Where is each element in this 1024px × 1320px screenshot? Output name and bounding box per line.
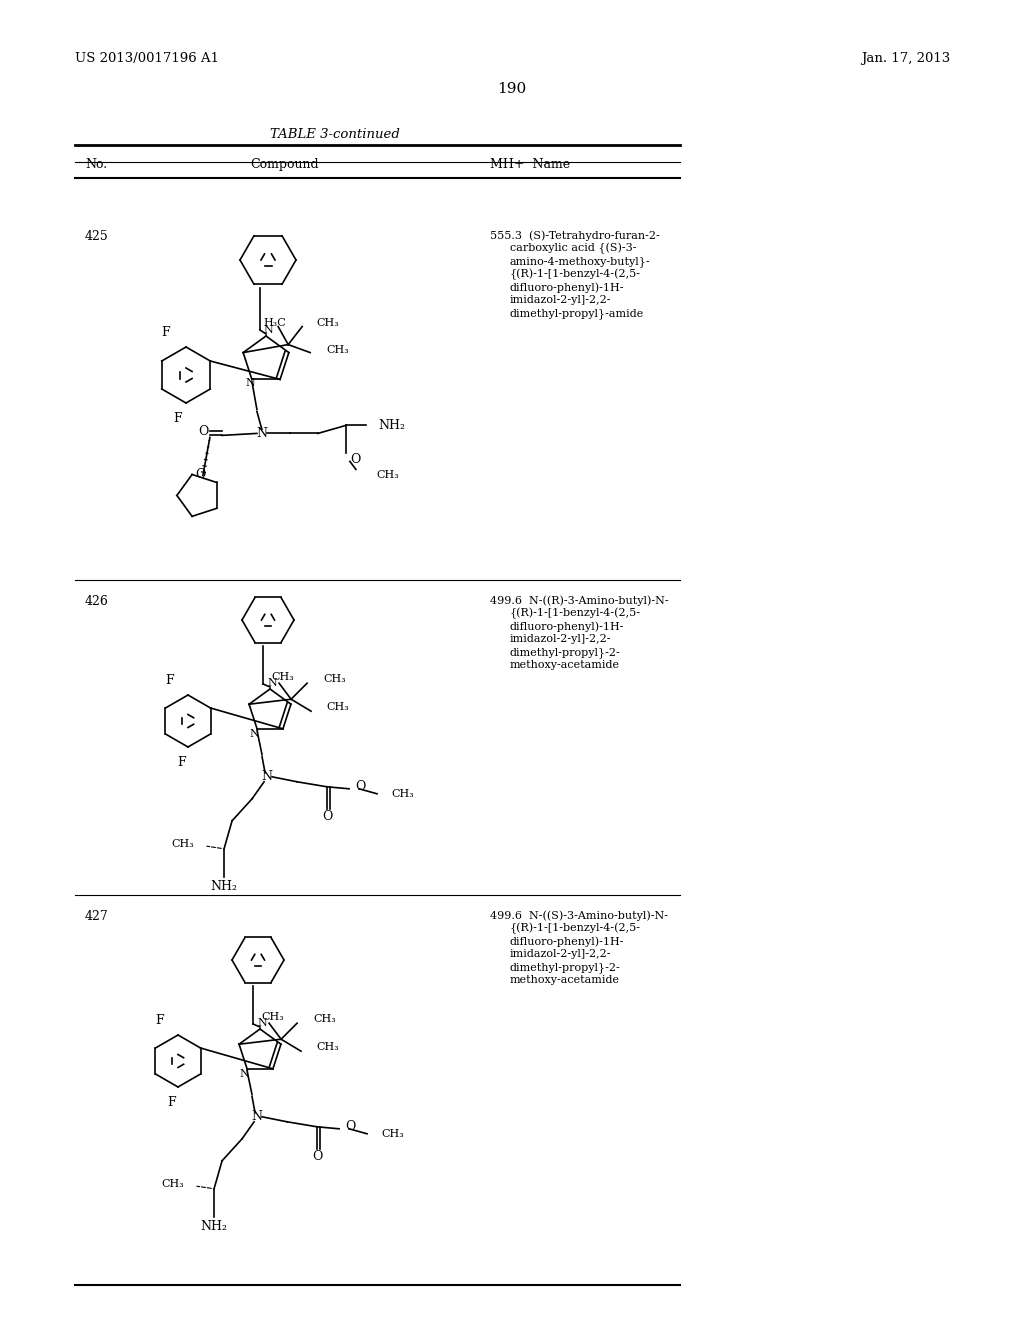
Text: N: N xyxy=(257,1018,267,1028)
Text: imidazol-2-yl]-2,2-: imidazol-2-yl]-2,2- xyxy=(510,949,611,960)
Text: imidazol-2-yl]-2,2-: imidazol-2-yl]-2,2- xyxy=(510,634,611,644)
Text: Compound: Compound xyxy=(251,158,319,172)
Text: difluoro-phenyl)-1H-: difluoro-phenyl)-1H- xyxy=(510,620,625,631)
Text: CH₃: CH₃ xyxy=(381,1129,403,1139)
Text: N: N xyxy=(267,678,276,688)
Text: NH₂: NH₂ xyxy=(201,1220,227,1233)
Text: N: N xyxy=(245,379,255,388)
Text: O: O xyxy=(355,780,366,793)
Text: CH₃: CH₃ xyxy=(162,1179,184,1189)
Text: CH₃: CH₃ xyxy=(316,318,339,327)
Text: 425: 425 xyxy=(85,230,109,243)
Text: CH₃: CH₃ xyxy=(313,1014,336,1024)
Text: amino-4-methoxy-butyl}-: amino-4-methoxy-butyl}- xyxy=(510,256,650,267)
Text: 555.3  (S)-Tetrahydro-furan-2-: 555.3 (S)-Tetrahydro-furan-2- xyxy=(490,230,659,240)
Text: 499.6  N-((R)-3-Amino-butyl)-N-: 499.6 N-((R)-3-Amino-butyl)-N- xyxy=(490,595,669,606)
Text: N: N xyxy=(256,426,267,440)
Text: {(R)-1-[1-benzyl-4-(2,5-: {(R)-1-[1-benzyl-4-(2,5- xyxy=(510,269,641,280)
Text: F: F xyxy=(156,1015,164,1027)
Text: MH+  Name: MH+ Name xyxy=(490,158,570,172)
Text: O: O xyxy=(350,453,360,466)
Text: Jan. 17, 2013: Jan. 17, 2013 xyxy=(861,51,950,65)
Text: dimethyl-propyl}-amide: dimethyl-propyl}-amide xyxy=(510,308,644,319)
Text: F: F xyxy=(162,326,170,339)
Text: CH₃: CH₃ xyxy=(326,702,349,713)
Text: difluoro-phenyl)-1H-: difluoro-phenyl)-1H- xyxy=(510,936,625,946)
Text: N: N xyxy=(249,729,259,739)
Text: NH₂: NH₂ xyxy=(378,418,404,432)
Text: CH₃: CH₃ xyxy=(376,470,398,480)
Text: CH₃: CH₃ xyxy=(271,672,295,682)
Text: US 2013/0017196 A1: US 2013/0017196 A1 xyxy=(75,51,219,65)
Text: 190: 190 xyxy=(498,82,526,96)
Text: H₃C: H₃C xyxy=(263,318,286,327)
Text: 499.6  N-((S)-3-Amino-butyl)-N-: 499.6 N-((S)-3-Amino-butyl)-N- xyxy=(490,909,668,920)
Text: TABLE 3-continued: TABLE 3-continued xyxy=(270,128,400,141)
Text: F: F xyxy=(178,756,186,770)
Text: O: O xyxy=(195,469,205,480)
Text: N: N xyxy=(263,325,272,335)
Text: imidazol-2-yl]-2,2-: imidazol-2-yl]-2,2- xyxy=(510,294,611,305)
Text: CH₃: CH₃ xyxy=(324,675,346,684)
Text: N: N xyxy=(252,1110,262,1123)
Text: dimethyl-propyl}-2-: dimethyl-propyl}-2- xyxy=(510,647,621,657)
Text: methoxy-acetamide: methoxy-acetamide xyxy=(510,975,620,985)
Text: N: N xyxy=(240,1069,249,1078)
Text: difluoro-phenyl)-1H-: difluoro-phenyl)-1H- xyxy=(510,282,625,293)
Text: {(R)-1-[1-benzyl-4-(2,5-: {(R)-1-[1-benzyl-4-(2,5- xyxy=(510,609,641,619)
Text: 427: 427 xyxy=(85,909,109,923)
Text: {(R)-1-[1-benzyl-4-(2,5-: {(R)-1-[1-benzyl-4-(2,5- xyxy=(510,923,641,935)
Text: O: O xyxy=(345,1121,355,1134)
Text: dimethyl-propyl}-2-: dimethyl-propyl}-2- xyxy=(510,962,621,973)
Text: CH₃: CH₃ xyxy=(391,789,414,799)
Text: methoxy-acetamide: methoxy-acetamide xyxy=(510,660,620,671)
Text: O: O xyxy=(312,1150,323,1163)
Text: CH₃: CH₃ xyxy=(171,838,195,849)
Text: CH₃: CH₃ xyxy=(262,1012,285,1022)
Text: F: F xyxy=(166,675,174,688)
Text: F: F xyxy=(174,412,182,425)
Text: O: O xyxy=(199,425,209,438)
Text: O: O xyxy=(322,810,332,824)
Text: carboxylic acid {(S)-3-: carboxylic acid {(S)-3- xyxy=(510,243,637,255)
Text: CH₃: CH₃ xyxy=(327,345,349,355)
Text: NH₂: NH₂ xyxy=(211,880,238,894)
Text: F: F xyxy=(168,1097,176,1110)
Text: No.: No. xyxy=(85,158,108,172)
Text: N: N xyxy=(261,771,272,783)
Text: 426: 426 xyxy=(85,595,109,609)
Text: CH₃: CH₃ xyxy=(316,1043,339,1052)
